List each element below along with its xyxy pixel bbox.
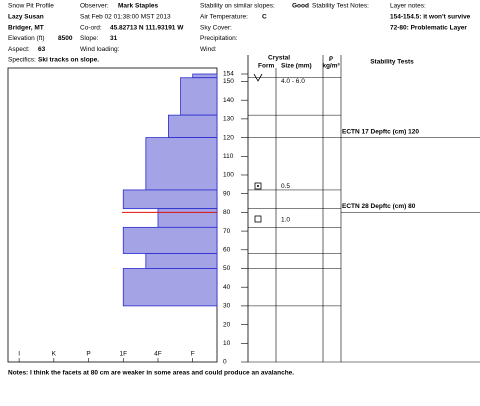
y-tick-label: 40 (223, 284, 231, 291)
y-tick-label: 154 (223, 71, 234, 78)
field-label: Observer: (80, 3, 109, 10)
x-tick-label: 4F (154, 351, 162, 358)
field-label: Wind: (200, 46, 217, 53)
hardness-bar (167, 114, 218, 138)
y-tick-label: 130 (223, 116, 234, 123)
field-value: 31 (110, 35, 118, 42)
y-tick-label: 70 (223, 228, 231, 235)
y-tick-label: 120 (223, 134, 234, 141)
stability-test: ECTN 17 Depftc (cm) 120 (342, 128, 419, 135)
hardness-bar (192, 73, 218, 79)
field-value: 45.82713 N 111.93191 W (110, 24, 184, 31)
field-label: Specifics: (8, 57, 36, 64)
y-tick-label: 90 (223, 190, 231, 197)
crystal-symbol (254, 215, 262, 223)
x-tick-label: I (18, 351, 20, 358)
field-label: Precipitation: (200, 35, 238, 42)
field-value: Mark Staples (118, 3, 158, 10)
field-label: Snow Pit Profile (8, 3, 54, 10)
crystal-symbol (253, 73, 263, 82)
field-value: 63 (38, 46, 46, 53)
x-tick-label: K (52, 351, 57, 358)
field-label: Layer notes: (390, 3, 426, 10)
y-tick-label: 0 (223, 359, 227, 366)
y-tick-label: 110 (223, 153, 234, 160)
field-label: Co-ord: (80, 24, 102, 31)
field-value: Good (292, 3, 309, 10)
hardness-bar (122, 268, 218, 307)
crystal-size: 0.5 (281, 183, 290, 190)
hardness-bar (122, 226, 218, 254)
field-label: Air Temperature: (200, 14, 248, 21)
field-label: Slope: (80, 35, 99, 42)
field-label: Lazy Susan (8, 14, 44, 21)
hardness-bar (157, 208, 218, 228)
y-tick-label: 60 (223, 247, 231, 254)
notes: Notes: I think the facets at 80 cm are w… (8, 370, 294, 377)
y-tick-label: 80 (223, 209, 231, 216)
x-tick-label: F (191, 351, 195, 358)
field-value: Ski tracks on slope. (38, 57, 99, 64)
field-label: Sat Feb 02 01:38:00 MST 2013 (80, 14, 171, 21)
hardness-bar (145, 137, 218, 191)
y-tick-label: 20 (223, 321, 231, 328)
field-label: Wind loading: (80, 46, 120, 53)
field-label: Bridger, MT (8, 24, 44, 31)
crystal-size: 1.0 (281, 217, 290, 224)
field-label: 72-80: Problematic Layer (390, 24, 467, 31)
x-tick-label: 1F (119, 351, 127, 358)
field-label: Sky Cover: (200, 24, 232, 31)
column-header: Size (mm) (281, 63, 312, 70)
field-label: Elevation (ft) (8, 35, 45, 42)
field-value: C (262, 14, 267, 21)
y-tick-label: 10 (223, 340, 231, 347)
field-value: 8500 (58, 35, 73, 42)
field-label: Aspect: (8, 46, 30, 53)
crystal-symbol (254, 182, 262, 190)
hardness-bar (145, 253, 218, 269)
field-label: Stability on similar slopes: (200, 3, 275, 10)
column-header: kg/m³ (322, 63, 340, 70)
column-header: ρ (329, 55, 333, 62)
crystal-size: 4.0 - 6.0 (281, 78, 305, 85)
y-tick-label: 140 (223, 97, 234, 104)
hardness-bar (122, 189, 218, 210)
field-label: 154-154.5: it won't survive (390, 14, 471, 21)
y-tick-label: 50 (223, 265, 231, 272)
field-label: Stability Test Notes: (312, 3, 369, 10)
y-tick-label: 100 (223, 172, 234, 179)
column-header: Form (258, 63, 274, 70)
column-header: Stability Tests (370, 59, 414, 66)
column-header: Crystal (268, 55, 290, 62)
stability-test: ECTN 28 Depftc (cm) 80 (342, 203, 416, 210)
y-tick-label: 30 (223, 303, 231, 310)
hardness-bar (180, 77, 218, 116)
x-tick-label: P (86, 351, 90, 358)
y-tick-label: 150 (223, 78, 234, 85)
crystal-symbol (257, 185, 259, 187)
